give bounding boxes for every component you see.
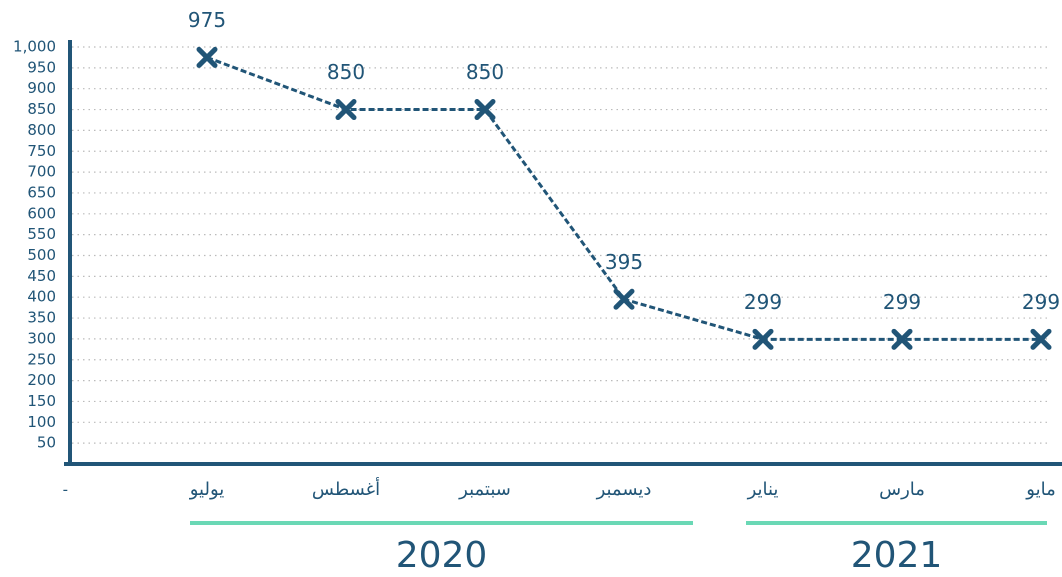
data-label: 395 (605, 250, 643, 274)
y-tick-label: 300 (27, 329, 56, 347)
group-label: 2021 (851, 535, 943, 576)
x-tick-label: سبتمبر (458, 479, 511, 500)
y-tick-label: 500 (27, 246, 56, 264)
data-label: 850 (327, 60, 365, 84)
y-tick-label: 50 (37, 434, 56, 452)
y-tick-label: 700 (27, 163, 56, 181)
marker (613, 288, 635, 310)
marker (891, 328, 913, 350)
x-tick-label: مايو (1025, 479, 1055, 500)
y-tick-label: 600 (27, 204, 56, 222)
marker (474, 99, 496, 121)
x-tick-label: ديسمبر (596, 479, 652, 500)
y-tick-label: 450 (27, 267, 56, 285)
y-tick-label: 950 (27, 58, 56, 76)
y-tick-label: 400 (27, 288, 56, 306)
y-tick-label: - (63, 481, 68, 499)
y-tick-label: 250 (27, 350, 56, 368)
x-tick-label: يناير (747, 479, 779, 500)
data-label: 850 (466, 60, 504, 84)
x-tick-label: يوليو (189, 479, 225, 500)
y-tick-label: 750 (27, 142, 56, 160)
marker (752, 328, 774, 350)
y-tick-label: 650 (27, 183, 56, 201)
x-tick-label: مارس (879, 479, 925, 500)
data-label: 975 (188, 8, 226, 32)
x-tick-label: أغسطس (312, 477, 380, 500)
group-label: 2020 (396, 535, 488, 576)
y-tick-label: 150 (27, 392, 56, 410)
data-label: 299 (744, 290, 782, 314)
data-label: 299 (1022, 290, 1060, 314)
y-tick-label: 350 (27, 309, 56, 327)
marker (335, 99, 357, 121)
y-tick-label: 850 (27, 100, 56, 118)
y-tick-label: 100 (27, 413, 56, 431)
y-tick-label: 200 (27, 371, 56, 389)
y-tick-label: 1,000 (13, 38, 56, 56)
marker (1030, 328, 1052, 350)
y-tick-label: 550 (27, 225, 56, 243)
marker (196, 46, 218, 68)
y-tick-label: 900 (27, 79, 56, 97)
y-tick-label: 800 (27, 121, 56, 139)
data-label: 299 (883, 290, 921, 314)
